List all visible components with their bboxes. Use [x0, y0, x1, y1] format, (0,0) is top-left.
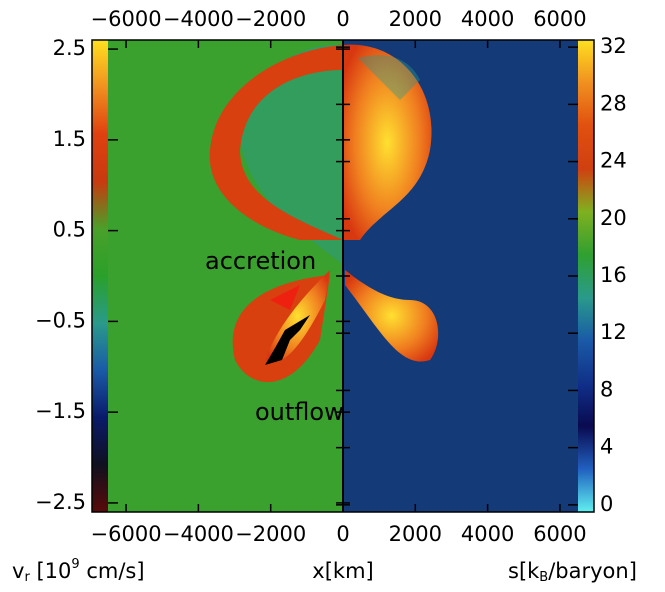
- simulation-image: [108, 40, 578, 512]
- colorbar-tick-label: 16: [600, 263, 627, 287]
- colorbar-tick-label: 1.5: [53, 127, 86, 151]
- x-axis-label: x[km]: [312, 559, 373, 583]
- x-tick-label: −4000: [163, 522, 234, 546]
- x-tick-label: 4000: [461, 7, 514, 31]
- x-tick-label: −6000: [91, 7, 162, 31]
- colorbar-tick-label: −1.5: [35, 399, 86, 423]
- colorbar-tick-label: 0: [600, 492, 613, 516]
- colorbar-tick-label: 8: [600, 377, 613, 401]
- x-tick-label: −2000: [235, 7, 306, 31]
- x-tick-label: 4000: [461, 522, 514, 546]
- colorbar-tick-label: 4: [600, 435, 613, 459]
- x-tick-label: 6000: [533, 7, 586, 31]
- x-tick-label: 2000: [389, 7, 442, 31]
- x-tick-label: −4000: [163, 7, 234, 31]
- x-tick-label: −6000: [91, 522, 162, 546]
- colorbar-tick-label: 0.5: [53, 218, 86, 242]
- colorbar-tick-label: 28: [600, 91, 627, 115]
- colorbar-tick-label: 32: [600, 34, 627, 58]
- colorbar-tick-label: 2.5: [53, 36, 86, 60]
- x-tick-label: 0: [336, 522, 349, 546]
- colorbar-tick-label: 12: [600, 320, 627, 344]
- annotation: accretion: [205, 247, 316, 275]
- x-tick-label: 0: [336, 7, 349, 31]
- right-colorbar: [578, 40, 594, 512]
- colorbar-tick-label: −2.5: [35, 490, 86, 514]
- colorbar-tick-label: −0.5: [35, 308, 86, 332]
- x-tick-label: 6000: [533, 522, 586, 546]
- x-tick-label: −2000: [235, 522, 306, 546]
- left-colorbar: [92, 40, 108, 512]
- colorbar-tick-label: 20: [600, 206, 627, 230]
- left-colorbar-label: vr [109 cm/s]: [12, 557, 145, 585]
- right-colorbar-label: s[kB/baryon]: [508, 559, 637, 585]
- annotation: outflow: [255, 398, 344, 426]
- x-tick-label: 2000: [389, 522, 442, 546]
- colorbar-tick-label: 24: [600, 149, 627, 173]
